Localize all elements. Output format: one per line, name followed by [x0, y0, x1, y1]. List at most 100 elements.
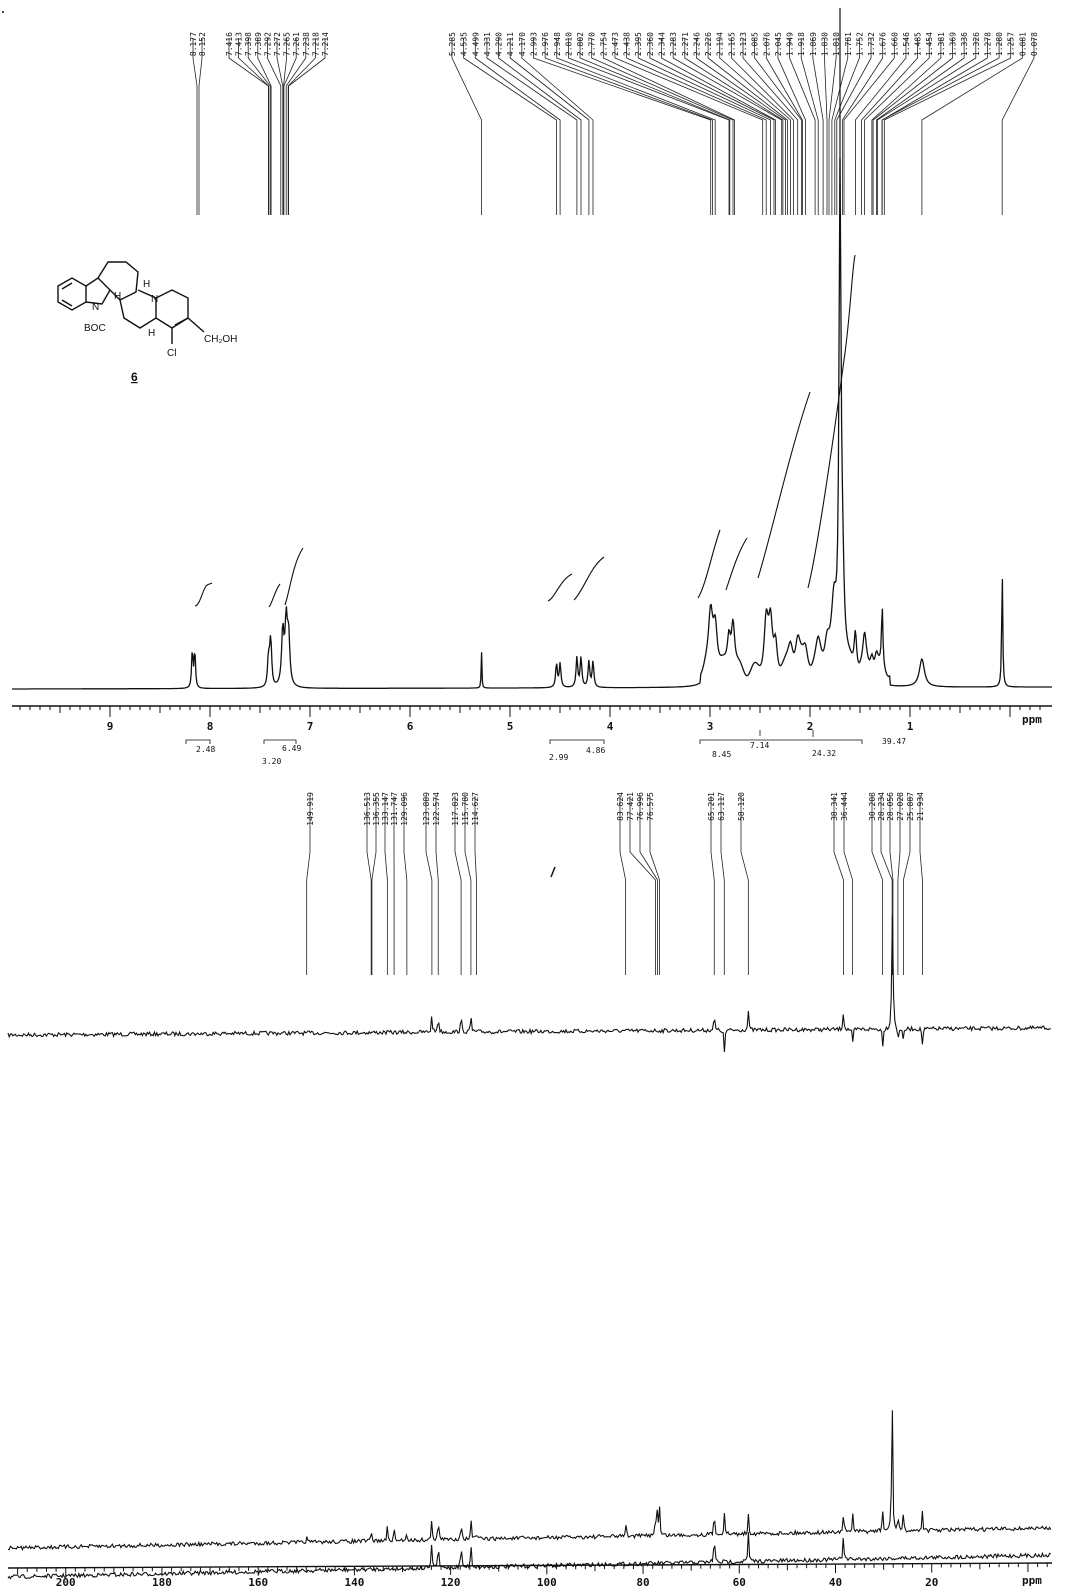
c13-tick-label: 60: [733, 1576, 746, 1588]
h1-peak-label: 5.285: [448, 32, 457, 56]
h1-peak-label: 4.290: [495, 32, 504, 56]
c13-peak-label: 28.056: [886, 792, 895, 821]
c13-tick-label: 100: [537, 1576, 557, 1588]
h1-leader-line: [650, 38, 774, 215]
dept135-spectrum-trace: [8, 915, 1051, 1052]
h1-peak-label: 7.389: [254, 32, 263, 56]
h1-tick-label: 9: [107, 720, 114, 733]
h1-peak-label: 1.280: [995, 32, 1004, 56]
c13-peak-label: 123.889: [422, 792, 431, 826]
c13-peak-label: 65.201: [707, 792, 716, 821]
h1-integral-value: 2.99: [549, 753, 568, 762]
h1-leader-line: [877, 38, 975, 215]
h1-peak-label: 1.781: [844, 32, 853, 56]
c13-peak-label: 25.887: [906, 792, 915, 821]
h1-peak-label: 2.395: [634, 32, 643, 56]
h1-peak-label: 1.830: [820, 32, 829, 56]
h1-tick-label: 7: [307, 720, 314, 733]
c13-peak-label: 77.421: [626, 792, 635, 821]
h1-peak-label: 1.676: [879, 32, 888, 56]
c13-tick-label: 140: [344, 1576, 364, 1588]
h1-leader-line: [522, 38, 593, 215]
c13-leader-line: [650, 796, 660, 975]
h1-integral-value: 4.86: [586, 746, 605, 755]
h1-leader-line: [229, 38, 268, 215]
h1-leader-line: [258, 38, 271, 215]
h1-leader-line: [615, 38, 763, 215]
h1-peak-label: 1.336: [960, 32, 969, 56]
c13-leader-line: [741, 796, 748, 975]
h1-leader-line: [882, 38, 987, 215]
h-label: H: [143, 279, 150, 290]
c13-peak-label: 117.823: [451, 792, 460, 826]
h1-peak-label: 4.535: [460, 32, 469, 56]
h1-peak-label: 2.360: [646, 32, 655, 56]
h1-peak-label: 2.283: [669, 32, 678, 56]
h1-leader-line: [627, 38, 767, 215]
boc-label: BOC: [84, 323, 106, 334]
h1-peak-label: 1.454: [925, 32, 934, 56]
h1-integral-value: 24.32: [812, 749, 836, 758]
h1-leader-line: [876, 38, 964, 215]
h1-peak-label: 7.238: [302, 32, 311, 56]
h1-peak-label: 2.226: [704, 32, 713, 56]
h1-leader-line: [884, 38, 1010, 215]
h1-peak-label: 2.123: [739, 32, 748, 56]
h1-peak-label: 1.752: [855, 32, 864, 56]
h1-peak-label: 2.271: [681, 32, 690, 56]
h1-peak-label: 2.085: [751, 32, 760, 56]
h1-spectrum-trace: [12, 158, 1052, 689]
c13-leader-line: [920, 796, 922, 975]
h1-tick-label: 1: [907, 720, 914, 733]
c13-peak-label: 27.028: [896, 792, 905, 821]
h1-integral-curve: [808, 255, 855, 588]
h1-leader-line: [277, 38, 283, 215]
h1-peak-label: 1.485: [914, 32, 923, 56]
dept90-spectrum-trace: [8, 1532, 1051, 1579]
h1-peak-label: 7.416: [225, 32, 234, 56]
h1-integral-bracket: [186, 740, 210, 744]
h1-peak-label: 2.802: [576, 32, 585, 56]
h1-tick-label: 5: [507, 720, 514, 733]
h1-peak-label: 2.076: [762, 32, 771, 56]
c13-tick-label: 120: [441, 1576, 461, 1588]
c13-peak-label: 114.627: [471, 792, 480, 826]
h1-leader-line: [452, 38, 482, 215]
h1-integral-bracket: [550, 740, 604, 744]
h1-integral-value: 39.47: [882, 737, 906, 746]
h1-peak-label: 7.272: [273, 32, 282, 56]
h1-leader-line: [545, 38, 712, 215]
h-label: H: [114, 291, 121, 302]
h1-leader-line: [662, 38, 776, 215]
c13-peak-label: 38.341: [830, 792, 839, 821]
c13-peak-label: 63.117: [717, 792, 726, 821]
h1-leader-line: [696, 38, 785, 215]
h1-leader-line: [685, 38, 783, 215]
h1-peak-label: 2.438: [623, 32, 632, 56]
c13-leader-line: [903, 796, 910, 975]
h1-peak-label: 4.170: [518, 32, 527, 56]
c13-leader-line: [844, 796, 853, 975]
h1-peak-label: 2.948: [553, 32, 562, 56]
c13-tick-label: 180: [152, 1576, 172, 1588]
c13-leader-line: [711, 796, 714, 975]
h1-peak-label: 1.278: [983, 32, 992, 56]
c13-leader-line: [620, 796, 626, 975]
indole-n-label: N: [92, 302, 99, 313]
h1-leader-line: [824, 38, 827, 215]
c13-peak-label: 58.120: [737, 792, 746, 821]
h1-peak-label: 2.754: [599, 32, 608, 56]
c13-tick-label: 200: [56, 1576, 76, 1588]
h1-leader-line: [922, 38, 1022, 215]
c13-peak-label: 136.513: [363, 792, 372, 826]
c13-leader-line: [898, 796, 900, 975]
h1-peak-label: 4.331: [483, 32, 492, 56]
c13-peak-label: 133.147: [381, 792, 390, 826]
h1-peak-label: 2.976: [541, 32, 550, 56]
h1-tick-label: 2: [807, 720, 814, 733]
c13-leader-line: [640, 796, 658, 975]
